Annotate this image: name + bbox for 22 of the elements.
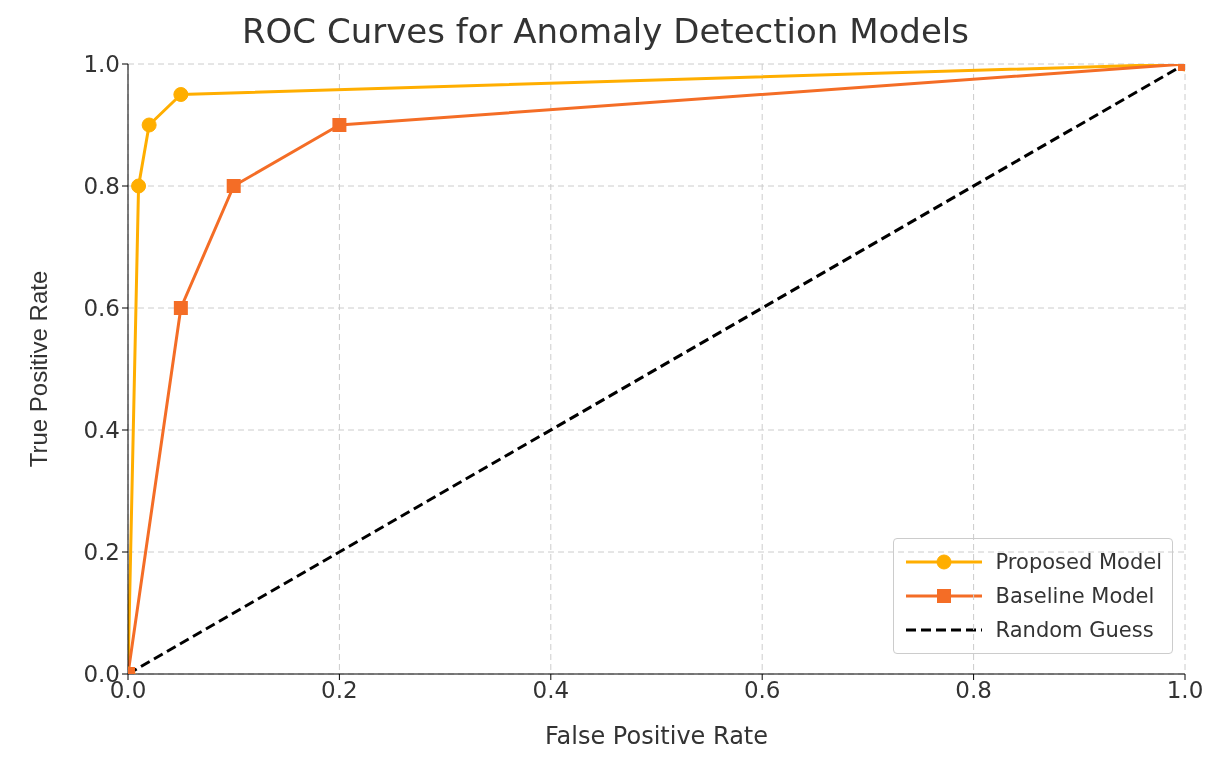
- legend-label: Baseline Model: [995, 584, 1155, 608]
- point: [226, 179, 241, 193]
- y-tick-label: 0.8: [83, 173, 120, 200]
- point: [332, 118, 347, 132]
- chart-title: ROC Curves for Anomaly Detection Models: [241, 11, 970, 51]
- y-tick-label: 0.2: [83, 539, 120, 566]
- y-tick-label: 0.6: [83, 295, 120, 322]
- x-tick-label: 1.0: [1166, 677, 1204, 704]
- point: [141, 117, 157, 133]
- y-axis-title: True Positive Rate: [24, 270, 52, 468]
- point: [131, 178, 147, 194]
- point: [173, 87, 189, 102]
- legend-label: Random Guess: [995, 618, 1154, 642]
- x-tick-label: 0.6: [743, 677, 781, 704]
- legend-label: Proposed Model: [995, 550, 1162, 574]
- x-tick-label: 0.2: [321, 677, 358, 704]
- y-tick-label: 0.4: [83, 417, 120, 444]
- x-tick-label: 0.8: [955, 677, 992, 704]
- x-tick-label: 0.4: [532, 677, 570, 704]
- y-tick-label: 1.0: [83, 51, 120, 78]
- point: [173, 301, 188, 315]
- x-axis-title: False Positive Rate: [544, 722, 769, 750]
